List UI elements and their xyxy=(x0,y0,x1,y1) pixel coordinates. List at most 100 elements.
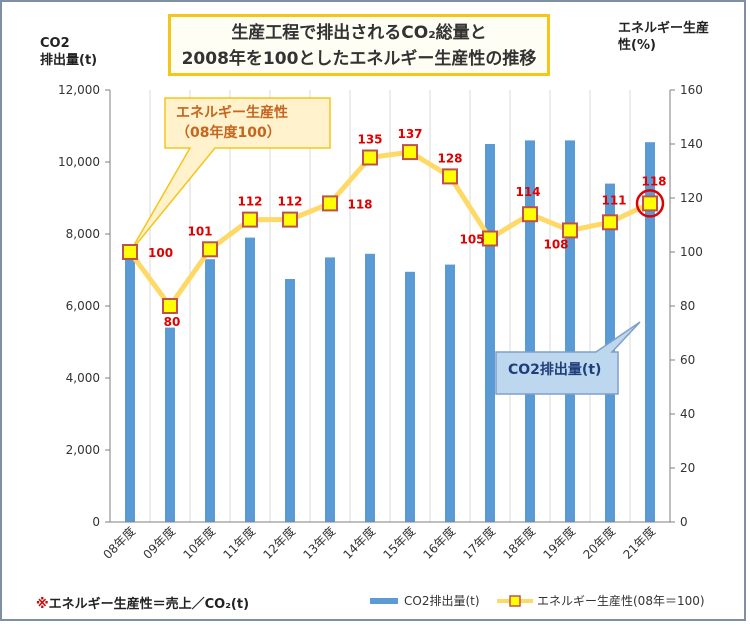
marker-14年度 xyxy=(362,149,378,166)
x-tick-label: 14年度 xyxy=(340,524,378,562)
legend-line-swatch xyxy=(497,594,533,607)
x-tick-label: 21年度 xyxy=(620,524,658,562)
data-label-15年度: 137 xyxy=(397,127,422,141)
energy-callout-line2: （08年度100） xyxy=(176,125,281,141)
chart-title: 生産工程で排出されるCO₂総量と 2008年を100としたエネルギー生産性の推移 xyxy=(168,14,550,76)
marker-16年度 xyxy=(442,168,458,185)
bar-09年度 xyxy=(165,327,175,522)
y-right-tick-label: 0 xyxy=(680,515,688,529)
bar-15年度 xyxy=(405,271,415,522)
energy-callout-line1: エネルギー生産性 xyxy=(176,105,288,121)
data-label-17年度: 105 xyxy=(459,233,484,247)
bar-21年度 xyxy=(645,142,655,522)
energy-callout-balloon xyxy=(129,97,331,253)
data-label-08年度: 100 xyxy=(148,246,173,260)
data-label-19年度: 108 xyxy=(543,237,568,251)
right-axis-title: エネルギー生産 性(%) xyxy=(618,20,709,54)
y-left-tick-label: 10,000 xyxy=(58,155,100,169)
legend-bar-label: CO2排出量(t) xyxy=(404,594,480,608)
y-left-tick-label: 2,000 xyxy=(66,443,100,457)
data-label-16年度: 128 xyxy=(437,151,462,165)
markers-layer xyxy=(122,144,665,314)
bar-11年度 xyxy=(245,237,255,522)
bar-14年度 xyxy=(365,253,375,523)
y-right-tick-label: 100 xyxy=(680,245,703,259)
y-right-tick-label: 20 xyxy=(680,461,695,475)
marker-13年度 xyxy=(322,195,338,212)
data-label-14年度: 135 xyxy=(357,133,382,147)
bar-19年度 xyxy=(565,140,575,522)
footer-note-text: エネルギー生産性＝売上／CO₂(t) xyxy=(48,597,250,612)
marker-09年度 xyxy=(162,298,178,314)
y-right-tick-label: 60 xyxy=(680,353,695,367)
chart-title-line2: 2008年を100としたエネルギー生産性の推移 xyxy=(181,49,537,69)
y-left-tick-label: 12,000 xyxy=(58,83,100,97)
data-label-21年度: 118 xyxy=(641,174,666,188)
x-tick-label: 11年度 xyxy=(220,524,258,562)
x-tick-label: 16年度 xyxy=(420,524,458,562)
data-label-10年度: 101 xyxy=(187,224,212,238)
x-tick-label: 15年度 xyxy=(380,524,418,562)
footer-note: ※エネルギー生産性＝売上／CO₂(t) xyxy=(36,593,249,612)
energy-callout-text: エネルギー生産性 （08年度100） xyxy=(176,103,288,143)
data-label-12年度: 112 xyxy=(277,195,302,209)
left-axis-title: CO2 排出量(t) xyxy=(40,35,97,69)
x-tick-label: 09年度 xyxy=(140,524,178,562)
marker-17年度 xyxy=(482,230,498,247)
y-left-tick-label: 0 xyxy=(92,515,100,529)
x-tick-label: 17年度 xyxy=(460,524,498,562)
marker-20年度 xyxy=(602,214,618,231)
footer-note-mark: ※ xyxy=(36,597,49,612)
legend-line-entry: エネルギー生産性(08年＝100) xyxy=(497,592,705,609)
grid-layer xyxy=(109,90,671,522)
co2-callout-balloon xyxy=(495,321,641,395)
marker-15年度 xyxy=(402,144,418,161)
bar-17年度 xyxy=(485,144,495,522)
marker-11年度 xyxy=(242,211,258,228)
left-axis-title-line2: 排出量(t) xyxy=(40,53,98,68)
y-right-tick-label: 80 xyxy=(680,299,695,313)
marker-18年度 xyxy=(522,206,538,223)
legend-bar-entry: CO2排出量(t) xyxy=(370,592,480,609)
x-tick-label: 10年度 xyxy=(180,524,218,562)
callout-layer xyxy=(129,97,641,395)
highlight-circle xyxy=(635,189,665,218)
data-label-18年度: 114 xyxy=(515,185,540,199)
x-tick-label: 12年度 xyxy=(260,524,298,562)
y-right-tick-label: 40 xyxy=(680,407,695,421)
marker-12年度 xyxy=(282,211,298,228)
co2-callout-text: CO2排出量(t) xyxy=(508,362,602,378)
left-axis-title-line1: CO2 xyxy=(40,36,70,51)
data-label-09年度: 80 xyxy=(164,315,181,329)
bar-16年度 xyxy=(445,264,455,522)
marker-08年度 xyxy=(122,244,138,260)
right-axis-title-line2: 性(%) xyxy=(618,38,656,53)
bar-18年度 xyxy=(525,140,535,522)
bar-08年度 xyxy=(125,248,135,522)
right-axis-title-line1: エネルギー生産 xyxy=(618,21,710,36)
data-label-11年度: 112 xyxy=(237,195,262,209)
chart-title-line1: 生産工程で排出されるCO₂総量と xyxy=(231,23,487,43)
bar-12年度 xyxy=(285,279,295,522)
marker-19年度 xyxy=(562,222,578,239)
x-tick-label: 18年度 xyxy=(500,524,538,562)
y-left-tick-label: 6,000 xyxy=(66,299,100,313)
bar-13年度 xyxy=(325,257,335,522)
x-tick-label: 08年度 xyxy=(100,524,138,562)
x-tick-label: 13年度 xyxy=(300,524,338,562)
bar-10年度 xyxy=(205,259,215,522)
y-right-tick-label: 120 xyxy=(680,191,703,205)
data-label-13年度: 118 xyxy=(347,197,372,211)
data-label-20年度: 111 xyxy=(601,193,626,207)
x-tick-label: 19年度 xyxy=(540,524,578,562)
x-tick-label: 20年度 xyxy=(580,524,618,562)
y-left-tick-label: 8,000 xyxy=(66,227,100,241)
marker-10年度 xyxy=(202,241,218,258)
legend-bar-swatch xyxy=(370,597,398,604)
legend-line-label: エネルギー生産性(08年＝100) xyxy=(537,594,705,608)
y-right-tick-label: 140 xyxy=(680,137,703,151)
labels-layer: 100 80 101 112 112 118 135 137 128 105 114 108 111 11… xyxy=(148,127,667,329)
y-left-tick-label: 4,000 xyxy=(66,371,100,385)
